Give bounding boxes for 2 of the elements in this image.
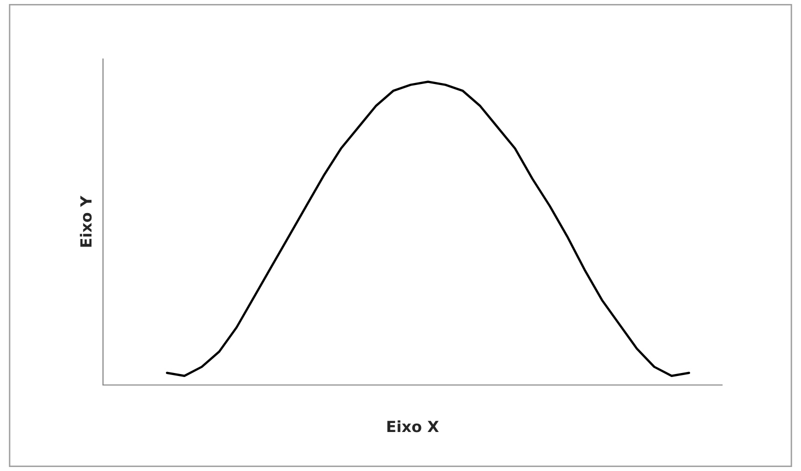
y-axis-title: Eixo Y: [80, 196, 92, 247]
x-axis-title: Eixo X: [387, 420, 439, 432]
